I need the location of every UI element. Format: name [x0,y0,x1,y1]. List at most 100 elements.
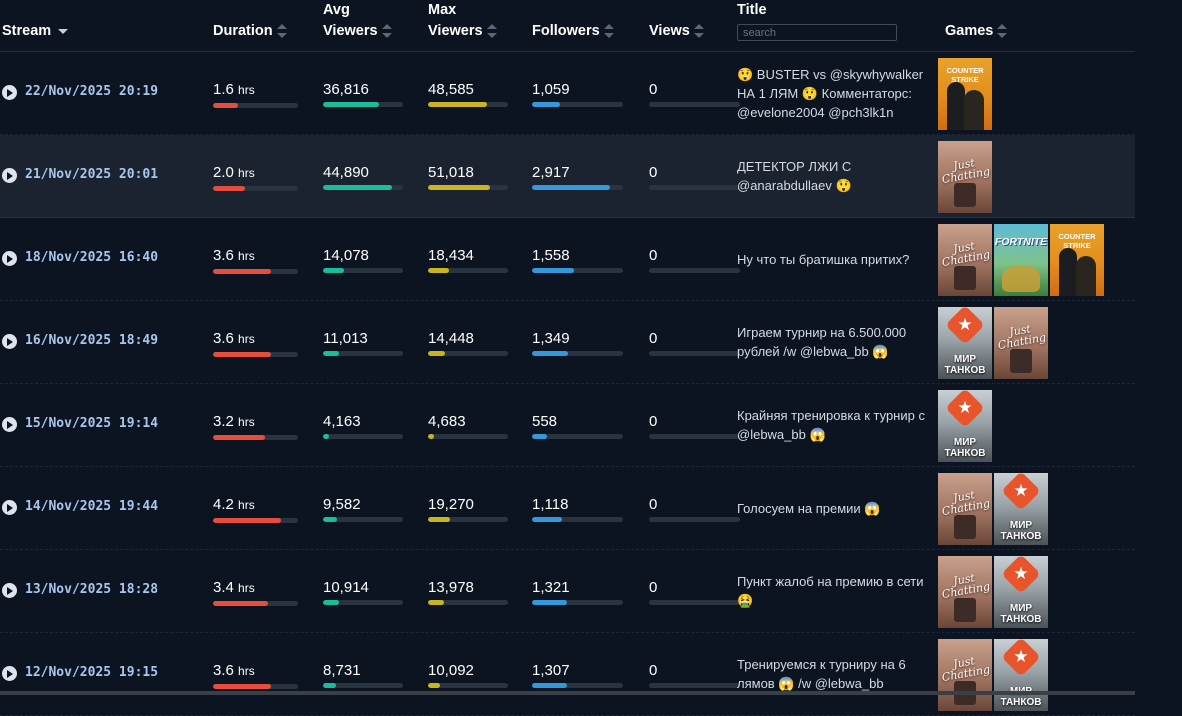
play-icon[interactable] [2,85,17,100]
game-thumbnail-world-of-tanks[interactable]: ★ МИР ТАНКОВ [994,473,1048,545]
avg-viewers-bar-track [323,351,403,356]
game-thumbnail-just-chatting[interactable]: Just Chatting [938,639,992,711]
stream-date-link[interactable]: 22/Nov/2025 20:19 [25,84,159,99]
game-thumbnail-just-chatting[interactable]: Just Chatting [938,473,992,545]
col-header-games[interactable]: Games [945,21,1008,42]
stream-title: 😲 BUSTER vs @skywhywalker НА 1 ЛЯМ 😲 Ком… [737,67,924,120]
duration-number: 3.6 [213,662,234,679]
sort-icon[interactable] [276,24,287,39]
avg-viewers-number: 8,731 [323,662,361,679]
max-viewers-bar-fill [428,434,434,439]
avg-viewers-bar-track [323,600,403,605]
games-cell: Just Chatting ★ МИР ТАНКОВ [938,639,1050,711]
duration-number: 1.6 [213,81,234,98]
duration-bar-fill [213,518,281,523]
duration-value: 3.6 hrs [213,330,298,348]
table-row[interactable]: 14/Nov/2025 19:44 4.2 hrs 9,582 19,270 1,118… [0,467,1135,550]
games-cell: Just Chatting FORTNITE COUNTER STRIKE [938,224,1106,296]
game-thumbnail-just-chatting[interactable]: Just Chatting [938,224,992,296]
game-thumbnail-world-of-tanks[interactable]: ★ МИР ТАНКОВ [994,556,1048,628]
games-cell: Just Chatting ★ МИР ТАНКОВ [938,473,1050,545]
col-header-followers-label: Followers [532,23,600,39]
play-icon[interactable] [2,168,17,183]
play-icon[interactable] [2,334,17,349]
game-thumbnail-world-of-tanks[interactable]: ★ МИР ТАНКОВ [994,639,1048,711]
stream-date-link[interactable]: 13/Nov/2025 18:28 [25,582,159,597]
game-thumbnail-counter-strike[interactable]: COUNTER STRIKE [1050,224,1104,296]
followers-number: 1,349 [532,330,570,347]
col-header-stream-label: Stream [2,23,52,39]
duration-bar-fill [213,435,265,440]
game-label: МИР ТАНКОВ [944,354,986,376]
play-icon[interactable] [2,583,17,598]
sort-icon[interactable] [693,24,704,39]
table-row[interactable]: 13/Nov/2025 18:28 3.4 hrs 10,914 13,978 1,32… [0,550,1135,633]
followers-number: 558 [532,413,558,430]
views-bar-track [649,434,740,439]
game-thumbnail-just-chatting[interactable]: Just Chatting [994,307,1048,379]
stream-title: Играем турнир на 6.500.000 рублей /w @le… [737,325,907,359]
followers-value: 1,307 [532,662,623,679]
table-row[interactable]: 16/Nov/2025 18:49 3.6 hrs 11,013 14,448 1,34… [0,301,1135,384]
stream-date-link[interactable]: 12/Nov/2025 19:15 [25,665,159,680]
game-thumbnail-world-of-tanks[interactable]: ★ МИР ТАНКОВ [938,390,992,462]
col-header-duration[interactable]: Duration [213,21,287,42]
stream-date-link[interactable]: 15/Nov/2025 19:14 [25,416,159,431]
star-icon: ★ [957,315,973,334]
star-icon: ★ [1013,481,1029,500]
views-value: 0 [649,413,658,430]
followers-bar-fill [532,600,568,605]
sort-icon[interactable] [997,24,1008,39]
followers-cell: 1,307 [532,662,623,688]
duration-cell: 3.4 hrs [213,579,298,606]
game-thumbnail-fortnite[interactable]: FORTNITE [994,224,1048,296]
table-row[interactable]: 15/Nov/2025 19:14 3.2 hrs 4,163 4,683 558 0 Кр… [0,384,1135,467]
play-icon[interactable] [2,417,17,432]
col-header-max-viewers[interactable]: Max Viewers [428,0,497,42]
col-header-avg-viewers[interactable]: Avg Viewers [323,0,392,42]
sort-icon[interactable] [603,24,614,39]
title-search-input[interactable] [737,24,897,41]
avg-viewers-bar-track [323,268,403,273]
table-row[interactable]: 12/Nov/2025 19:15 3.6 hrs 8,731 10,092 1,307… [0,633,1135,716]
table-row[interactable]: 21/Nov/2025 20:01 2.0 hrs 44,890 51,018 2,91… [0,135,1135,218]
duration-unit: hrs [238,332,255,346]
avg-viewers-cell: 4,163 [323,413,403,439]
col-header-title: Title [737,0,767,21]
game-label: МИР ТАНКОВ [944,437,986,459]
play-icon[interactable] [2,251,17,266]
stream-date-link[interactable]: 16/Nov/2025 18:49 [25,333,159,348]
stream-date-link[interactable]: 14/Nov/2025 19:44 [25,499,159,514]
stream-date-link[interactable]: 21/Nov/2025 20:01 [25,167,159,182]
followers-bar-fill [532,268,574,273]
sort-desc-icon[interactable] [58,28,69,34]
followers-cell: 2,917 [532,164,623,190]
table-row[interactable]: 18/Nov/2025 16:40 3.6 hrs 14,078 18,434 1,55… [0,218,1135,301]
max-viewers-value: 51,018 [428,164,508,181]
sort-icon[interactable] [486,24,497,39]
game-thumbnail-world-of-tanks[interactable]: ★ МИР ТАНКОВ [938,307,992,379]
col-header-stream[interactable]: Stream [2,21,69,42]
duration-value: 3.2 hrs [213,413,298,431]
game-thumbnail-counter-strike[interactable]: COUNTER STRIKE [938,58,992,130]
stream-date-link[interactable]: 18/Nov/2025 16:40 [25,250,159,265]
game-thumbnail-just-chatting[interactable]: Just Chatting [938,141,992,213]
duration-cell: 4.2 hrs [213,496,298,523]
followers-number: 1,307 [532,662,570,679]
sort-icon[interactable] [381,24,392,39]
duration-bar-fill [213,601,269,606]
table-row[interactable]: 22/Nov/2025 20:19 1.6 hrs 36,816 48,585 1,05… [0,52,1135,135]
avg-viewers-number: 36,816 [323,81,369,98]
stream-title: Ну что ты братишка притих? [737,252,910,267]
avg-viewers-number: 9,582 [323,496,361,513]
play-icon[interactable] [2,500,17,515]
soldier-figure [964,90,984,130]
max-viewers-bar-track [428,683,508,688]
max-viewers-value: 4,683 [428,413,508,430]
play-icon[interactable] [2,666,17,681]
avg-viewers-cell: 14,078 [323,247,403,273]
col-header-followers[interactable]: Followers [532,21,614,42]
duration-unit: hrs [238,415,255,429]
game-thumbnail-just-chatting[interactable]: Just Chatting [938,556,992,628]
col-header-views[interactable]: Views [649,21,704,42]
